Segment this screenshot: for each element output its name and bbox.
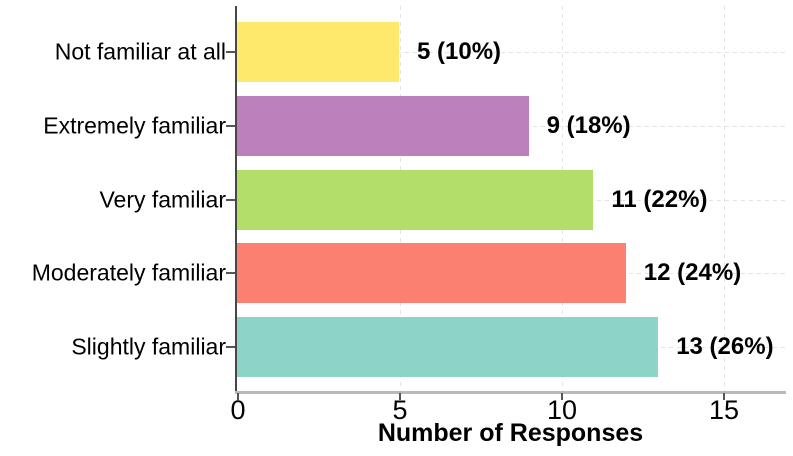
y-axis-line — [235, 6, 237, 393]
bar-value-label: 11 (22%) — [611, 185, 708, 213]
category-label: Extremely familiar — [43, 112, 226, 139]
bar-extremely-familiar — [237, 95, 529, 156]
category-label: Moderately familiar — [31, 259, 226, 286]
x-axis-tick-label: 5 — [392, 395, 408, 425]
bar-value-label: 9 (18%) — [546, 111, 631, 139]
bar-value-label: 12 (24%) — [643, 259, 742, 287]
category-label: Not familiar at all — [54, 38, 226, 65]
y-axis-tick-mark — [226, 198, 235, 201]
y-axis-tick-mark — [226, 51, 235, 53]
x-axis-tick-label: 0 — [230, 395, 246, 425]
x-axis-tick-mark — [237, 393, 239, 400]
x-axis-tick-label: 15 — [708, 395, 740, 425]
bar-slightly-familiar — [237, 317, 659, 377]
x-axis-tick-mark — [561, 393, 563, 400]
bar-moderately-familiar — [237, 243, 626, 304]
bar-very-familiar — [237, 169, 594, 230]
x-axis-line — [235, 391, 786, 394]
x-axis-tick-mark — [723, 393, 725, 400]
category-label: Slightly familiar — [71, 333, 226, 360]
x-axis-title: Number of Responses — [377, 419, 644, 447]
gridline-horizontal — [237, 52, 786, 53]
bar-not-familiar-at-all — [237, 22, 399, 82]
bar-value-label: 5 (10%) — [417, 38, 502, 65]
y-axis-tick-mark — [226, 124, 235, 127]
bar-value-label: 13 (26%) — [676, 333, 774, 360]
y-axis-tick-mark — [226, 272, 235, 275]
gridline-vertical — [724, 6, 725, 391]
category-label: Very familiar — [99, 186, 226, 212]
x-axis-tick-mark — [399, 393, 401, 400]
x-axis-tick-label: 10 — [546, 395, 578, 425]
y-axis-tick-mark — [226, 346, 235, 348]
